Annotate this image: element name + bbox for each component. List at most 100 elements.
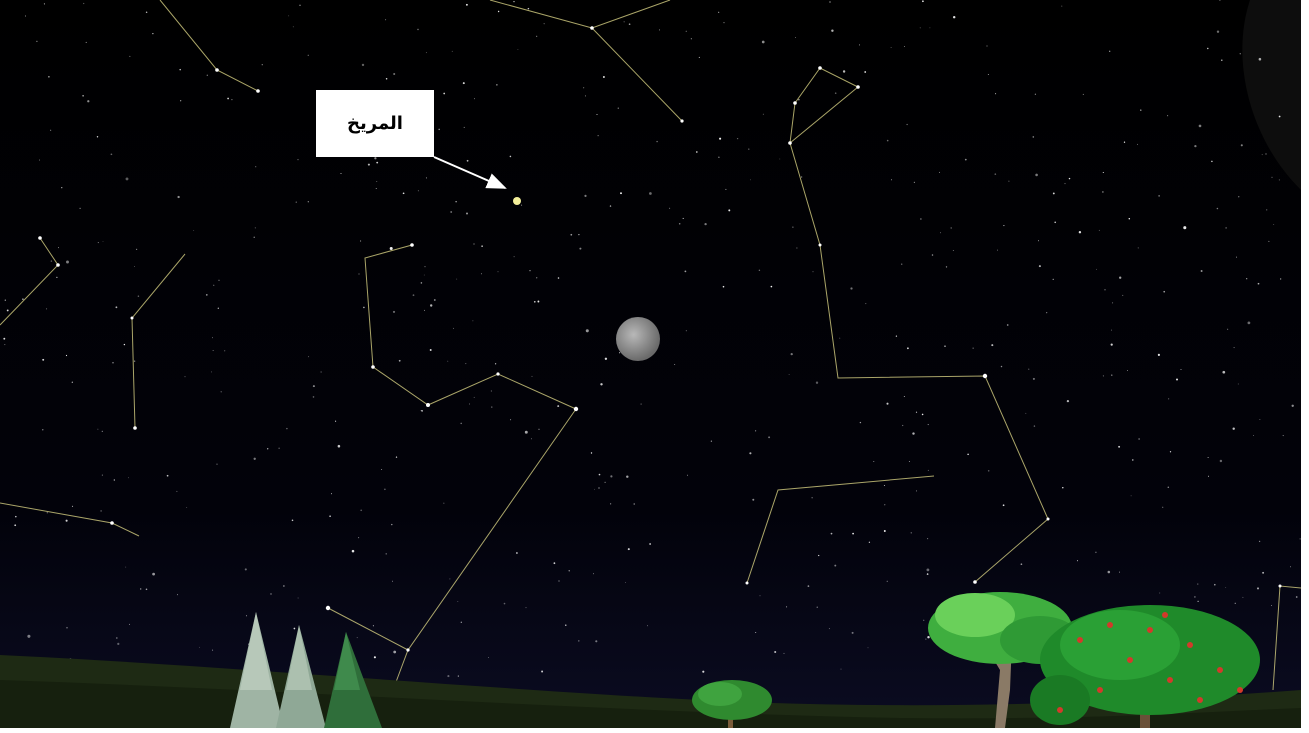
star	[603, 76, 605, 78]
star	[376, 162, 378, 164]
star	[534, 301, 536, 303]
star	[583, 87, 584, 88]
star	[1241, 144, 1243, 146]
star	[1054, 221, 1056, 223]
star	[801, 176, 802, 177]
star	[219, 280, 220, 281]
star	[578, 234, 579, 235]
star	[87, 100, 89, 102]
star	[50, 130, 51, 131]
star	[216, 464, 217, 465]
star	[940, 232, 941, 233]
star	[922, 414, 924, 416]
star	[86, 42, 87, 43]
star	[1104, 289, 1105, 290]
star	[46, 308, 47, 309]
star	[669, 208, 670, 209]
star	[565, 625, 566, 626]
star	[558, 580, 559, 581]
star	[536, 277, 537, 278]
star	[438, 129, 440, 131]
star	[834, 565, 836, 567]
star	[1283, 435, 1284, 436]
star	[902, 425, 903, 426]
star	[1235, 603, 1236, 604]
star	[193, 230, 194, 231]
star	[1290, 566, 1291, 567]
star	[569, 570, 570, 571]
star	[424, 310, 425, 311]
star	[443, 503, 444, 504]
star	[725, 189, 726, 190]
star	[513, 1, 514, 2]
star	[393, 311, 395, 313]
star	[1095, 552, 1096, 553]
star	[656, 141, 657, 142]
star	[474, 98, 475, 99]
star	[430, 304, 432, 306]
star	[1067, 400, 1069, 402]
star	[373, 625, 374, 626]
star	[391, 524, 392, 525]
star	[111, 153, 113, 155]
star	[465, 363, 466, 364]
star	[1003, 504, 1005, 506]
star	[595, 640, 597, 642]
star	[177, 196, 179, 198]
star	[417, 29, 418, 30]
star	[691, 38, 692, 39]
star	[421, 410, 423, 412]
star	[124, 344, 125, 345]
star	[891, 179, 892, 180]
star	[995, 173, 997, 175]
star	[926, 568, 929, 571]
star	[457, 601, 458, 602]
star	[218, 308, 219, 309]
star	[789, 374, 790, 375]
star	[783, 653, 784, 654]
star	[818, 555, 819, 556]
star	[1266, 209, 1267, 210]
star	[3, 338, 5, 340]
star	[1259, 58, 1262, 61]
star	[869, 542, 870, 543]
star	[56, 277, 57, 278]
star	[591, 452, 592, 453]
star	[514, 256, 515, 257]
star	[711, 441, 712, 442]
star	[418, 190, 419, 191]
star	[920, 27, 921, 28]
star	[557, 405, 559, 407]
star	[5, 300, 6, 301]
star	[1280, 278, 1281, 279]
star	[498, 271, 499, 272]
star	[991, 344, 993, 346]
star	[1238, 196, 1239, 197]
star	[628, 548, 630, 550]
star	[298, 159, 299, 160]
star	[1112, 302, 1113, 303]
star	[385, 19, 386, 20]
star	[868, 647, 869, 648]
star	[835, 92, 837, 94]
star	[443, 93, 445, 95]
star	[1258, 283, 1260, 285]
star	[829, 1, 830, 2]
star	[254, 458, 256, 460]
star	[321, 371, 322, 372]
star	[927, 573, 929, 575]
star	[699, 57, 700, 58]
star	[491, 391, 492, 392]
star	[456, 279, 457, 280]
star	[329, 515, 331, 517]
star	[206, 294, 208, 296]
star	[288, 16, 289, 17]
star	[864, 71, 866, 73]
star	[463, 82, 465, 84]
star	[920, 218, 921, 219]
star	[213, 350, 214, 351]
star	[381, 469, 382, 470]
star	[458, 676, 459, 677]
star	[79, 208, 80, 209]
star	[719, 138, 721, 140]
